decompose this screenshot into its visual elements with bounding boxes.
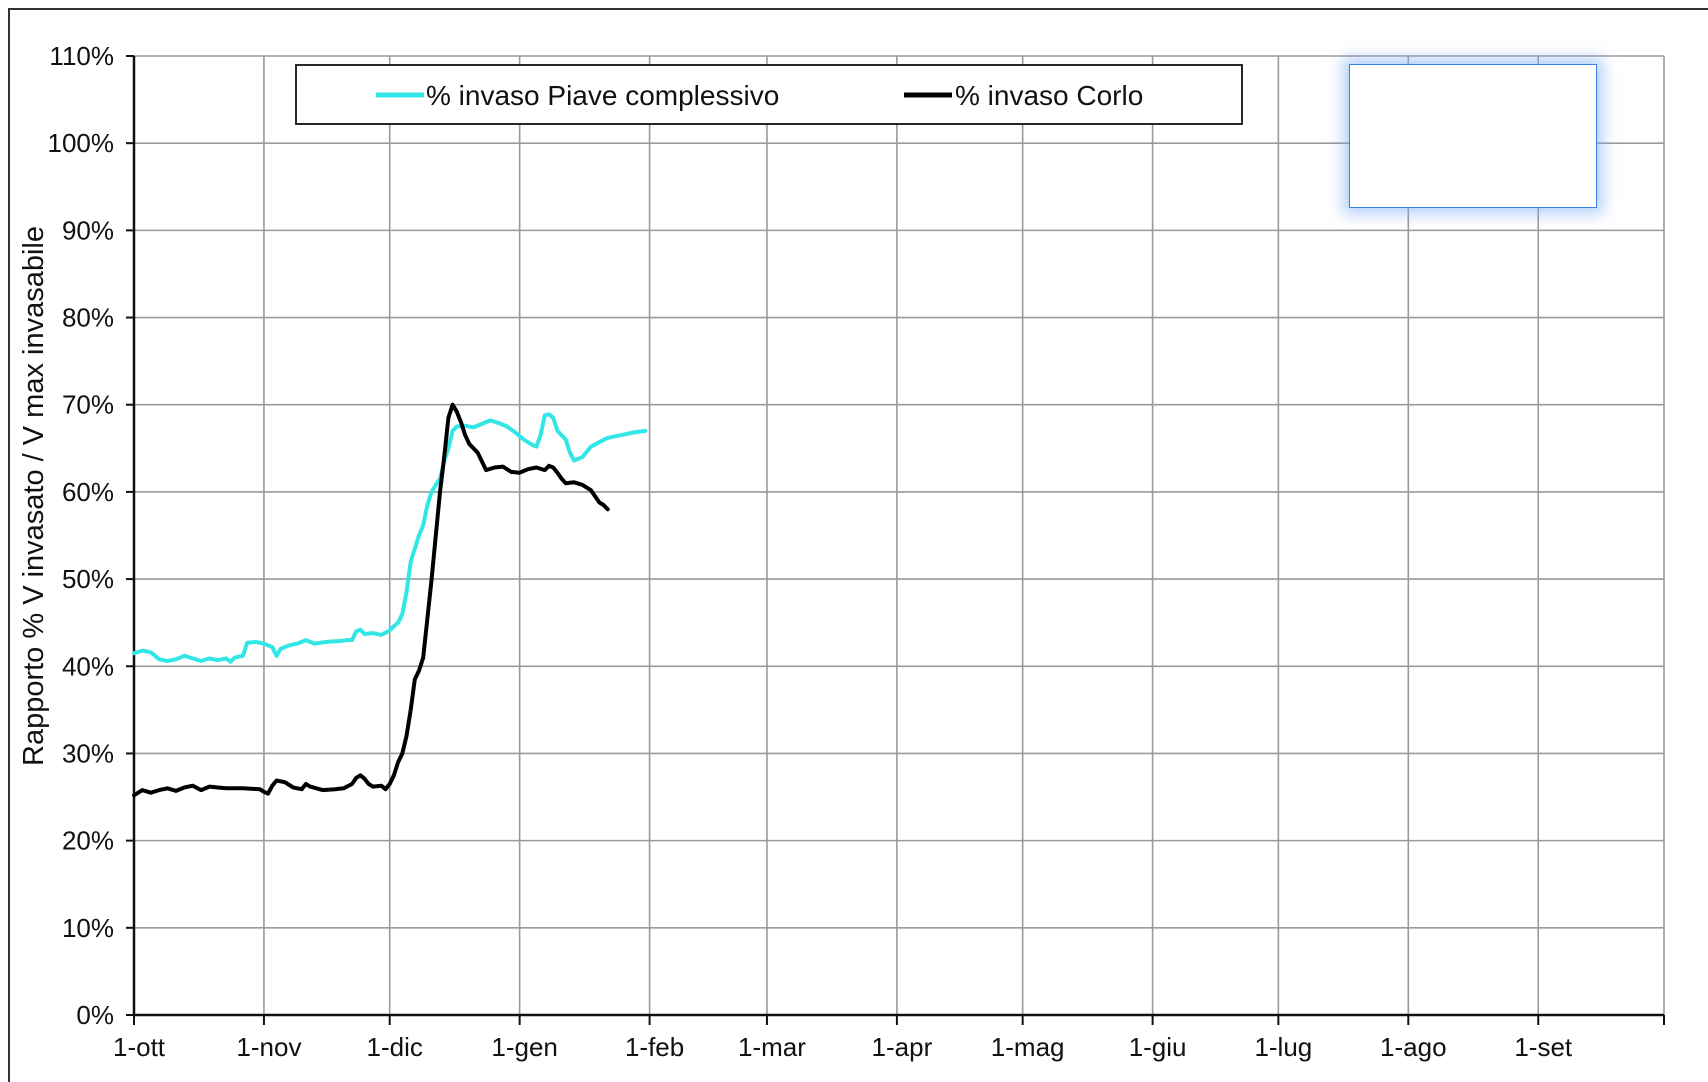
legend-label-1: % invaso Piave complessivo — [426, 80, 779, 111]
x-tick-label: 1-set — [1514, 1032, 1573, 1062]
x-tick-label: 1-mag — [991, 1032, 1065, 1062]
x-tick-label: 1-mar — [738, 1032, 806, 1062]
legend-label-2: % invaso Corlo — [955, 80, 1143, 111]
legend-box — [295, 64, 1243, 125]
x-tick-label: 1-apr — [872, 1032, 933, 1062]
y-tick-label: 60% — [62, 477, 114, 507]
y-tick-label: 30% — [62, 738, 114, 768]
y-tick-label: 70% — [62, 390, 114, 420]
x-tick-label: 1-feb — [625, 1032, 684, 1062]
chart-frame — [8, 8, 1708, 1082]
y-axis-ticks: 0% 10% 20% 30% 40% 50% 60% 70% 80% 90% 100% 110% — [48, 41, 134, 1030]
series-line-2 — [132, 402, 610, 798]
y-tick-label: 40% — [62, 651, 114, 681]
x-tick-label: 1-giu — [1129, 1032, 1187, 1062]
x-tick-label: 1-ott — [113, 1032, 166, 1062]
y-tick-label: 80% — [62, 303, 114, 333]
y-axis-title: Rapporto % V invasato / V max invasabile — [18, 226, 50, 766]
y-tick-label: 50% — [62, 564, 114, 594]
series-line-1 — [132, 412, 648, 664]
y-tick-label: 10% — [62, 913, 114, 943]
y-tick-label: 0% — [76, 1000, 114, 1030]
x-tick-label: 1-lug — [1254, 1032, 1312, 1062]
y-tick-label: 100% — [48, 128, 115, 158]
legend: % invaso Piave complessivo % invaso Corlo — [295, 64, 1243, 125]
selection-box[interactable] — [1349, 64, 1597, 208]
x-axis-ticks: 1-ott 1-nov 1-dic 1-gen 1-feb 1-mar 1-apr 1-mag… — [113, 1015, 1665, 1062]
y-tick-label: 20% — [62, 826, 114, 856]
y-tick-label: 90% — [62, 215, 114, 245]
series-lines — [132, 402, 648, 798]
axes — [132, 56, 1664, 1017]
x-tick-label: 1-gen — [491, 1032, 558, 1062]
y-tick-label: 110% — [49, 41, 114, 71]
x-tick-label: 1-nov — [236, 1032, 301, 1062]
x-tick-label: 1-ago — [1380, 1032, 1447, 1062]
x-tick-label: 1-dic — [367, 1032, 423, 1062]
